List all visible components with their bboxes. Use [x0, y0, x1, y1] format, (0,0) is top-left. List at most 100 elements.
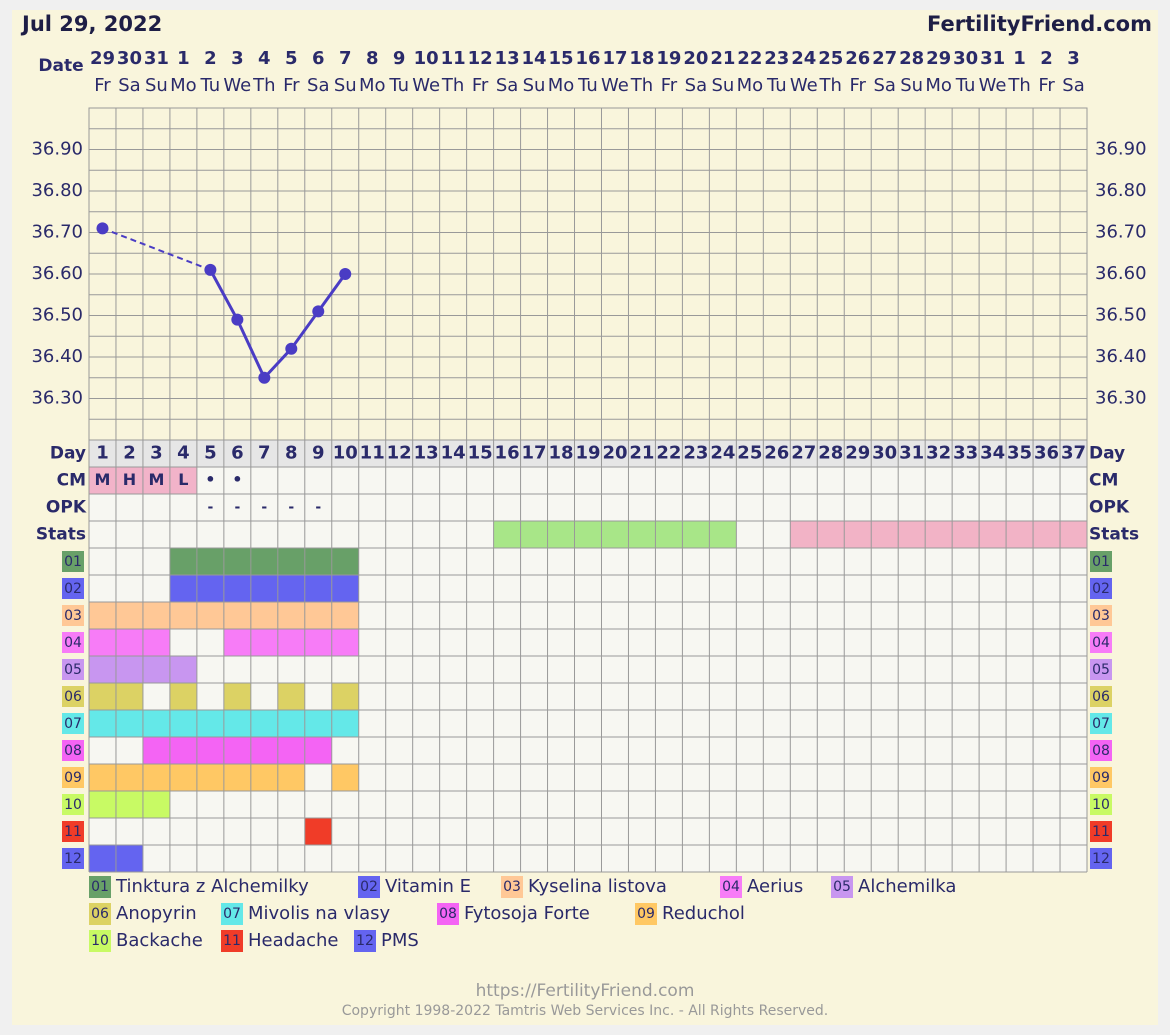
date: 1 [1013, 48, 1026, 69]
item-cell [331, 575, 359, 602]
item-badge-right-code: 04 [1092, 635, 1110, 651]
day-number: 36 [1034, 443, 1059, 464]
item-cell [115, 683, 143, 710]
stats-cell [979, 521, 1007, 548]
item-cell [196, 737, 224, 764]
item-cell [277, 764, 305, 791]
stats-cell [817, 521, 845, 548]
item-cell [304, 629, 332, 656]
chart-date: Jul 29, 2022 [20, 12, 162, 36]
legend-code: 11 [223, 933, 241, 949]
item-cell [89, 602, 116, 629]
item-badge-right [1090, 686, 1112, 707]
item-cell [331, 602, 359, 629]
item-cell [142, 710, 170, 737]
site-name: FertilityFriend.com [927, 12, 1152, 36]
legend-code: 01 [91, 879, 109, 895]
item-cell [223, 737, 251, 764]
weekday: Mo [359, 75, 386, 96]
item-badge [62, 713, 84, 734]
temperature-line [209, 269, 347, 381]
item-cell [304, 818, 332, 845]
date: 30 [953, 48, 978, 69]
date: 31 [980, 48, 1005, 69]
y-tick-label: 36.50 [31, 305, 83, 326]
date: 27 [872, 48, 897, 69]
day-number: 8 [285, 443, 298, 464]
y-tick-label-right: 36.50 [1095, 305, 1147, 326]
weekday: Fr [850, 75, 867, 96]
date: 12 [468, 48, 493, 69]
day-number: 32 [926, 443, 951, 464]
day-number: 11 [360, 443, 385, 464]
day-number: 5 [204, 443, 217, 464]
item-cell [223, 575, 251, 602]
item-badge-code: 05 [64, 662, 82, 678]
weekday: Sa [307, 75, 329, 96]
stats-cell [628, 521, 656, 548]
weekday: Th [441, 75, 464, 96]
day-number: 19 [575, 443, 600, 464]
legend-name: Reduchol [662, 903, 745, 924]
item-cell [223, 548, 251, 575]
item-cell [277, 602, 305, 629]
item-cell [277, 710, 305, 737]
item-cell [223, 764, 251, 791]
day-number: 31 [899, 443, 924, 464]
item-cell [169, 602, 197, 629]
item-cell [331, 629, 359, 656]
item-cell [223, 602, 251, 629]
date: 20 [683, 48, 708, 69]
date: 11 [441, 48, 466, 69]
stats-cell [952, 521, 980, 548]
y-tick-label-right: 36.80 [1095, 180, 1147, 201]
date: 3 [231, 48, 244, 69]
weekday: We [601, 75, 629, 96]
weekday: Mo [925, 75, 952, 96]
weekday: Su [711, 75, 734, 96]
item-badge-code: 02 [64, 581, 82, 597]
item-badge [62, 632, 84, 653]
item-cell [142, 629, 170, 656]
date: 25 [818, 48, 843, 69]
date: 28 [899, 48, 924, 69]
y-tick-label-right: 36.70 [1095, 222, 1147, 243]
item-cell [89, 629, 116, 656]
stats-cell [871, 521, 899, 548]
day-number: 25 [737, 443, 762, 464]
stats-cell [682, 521, 710, 548]
item-cell [142, 737, 170, 764]
legend-name: PMS [381, 930, 419, 951]
day-row [89, 440, 1087, 467]
date: 22 [737, 48, 762, 69]
item-cell [277, 629, 305, 656]
temperature-point [258, 371, 271, 384]
date: 2 [1040, 48, 1053, 69]
item-badge-right-code: 09 [1092, 770, 1110, 786]
cm-cell [142, 467, 170, 494]
legend-swatch [635, 903, 657, 925]
item-badge [62, 605, 84, 626]
item-badge-right [1090, 794, 1112, 815]
weekday: Tu [577, 75, 598, 96]
y-tick-label-right: 36.60 [1095, 263, 1147, 284]
item-badge-right-code: 06 [1092, 689, 1110, 705]
item-cell [250, 629, 278, 656]
item-cell [115, 764, 143, 791]
stats-cell [925, 521, 953, 548]
date: 14 [522, 48, 547, 69]
date: 19 [656, 48, 681, 69]
stats-cell [844, 521, 872, 548]
day-number: 10 [333, 443, 358, 464]
date: 26 [845, 48, 870, 69]
day-number: 21 [629, 443, 654, 464]
item-cell [115, 602, 143, 629]
cm-value: • [205, 470, 215, 489]
opk-value: - [207, 500, 213, 516]
item-cell [331, 548, 359, 575]
legend-swatch [437, 903, 459, 925]
weekday: We [223, 75, 251, 96]
item-cell [223, 683, 251, 710]
item-cell [196, 764, 224, 791]
